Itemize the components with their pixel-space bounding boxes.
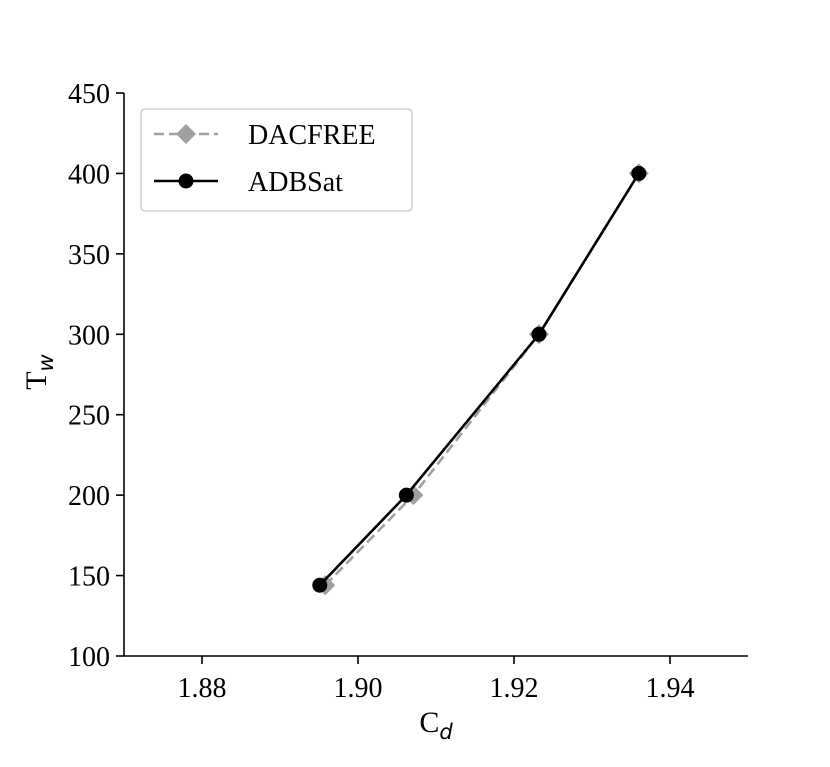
x-tick-label: 1.88 [178,673,227,704]
y-tick-label: 400 [68,159,110,190]
legend-label-dacfree: DACFREE [248,120,376,151]
x-axis-label: Cd [419,706,453,744]
series-layer [312,163,649,596]
legend-item-adbsat: ADBSat [154,167,343,198]
x-tick-label: 1.92 [490,673,539,704]
series-line-dacfree [324,172,640,587]
legend-label-adbsat: ADBSat [248,167,343,198]
x-tick-label: 1.94 [646,673,695,704]
series-line-adbsat [318,172,640,587]
legend-swatch-dacfree-marker [176,124,196,144]
x-tick-label: 1.90 [334,673,383,704]
y-ticks: 100 150 200 250 300 350 400 450 [68,79,124,673]
legend-item-dacfree: DACFREE [154,120,376,151]
plot-area: 1.88 1.90 1.92 1.94 100 150 200 250 300 350 400 45… [68,79,748,704]
y-tick-label: 150 [68,562,110,593]
y-tick-label: 350 [68,240,110,271]
legend-swatch-adbsat-marker [178,173,194,189]
y-axis-label: Tw [20,353,58,389]
y-tick-label: 250 [68,401,110,432]
data-point-adbsat [631,165,647,181]
legend: DACFREE ADBSat [140,108,413,212]
y-tick-label: 200 [68,481,110,512]
y-tick-label: 450 [68,79,110,110]
y-tick-label: 100 [68,642,110,673]
x-ticks: 1.88 1.90 1.92 1.94 [178,656,695,704]
y-tick-label: 300 [68,320,110,351]
data-point-adbsat [531,326,547,342]
data-point-adbsat [398,487,414,503]
data-point-adbsat [312,577,328,593]
